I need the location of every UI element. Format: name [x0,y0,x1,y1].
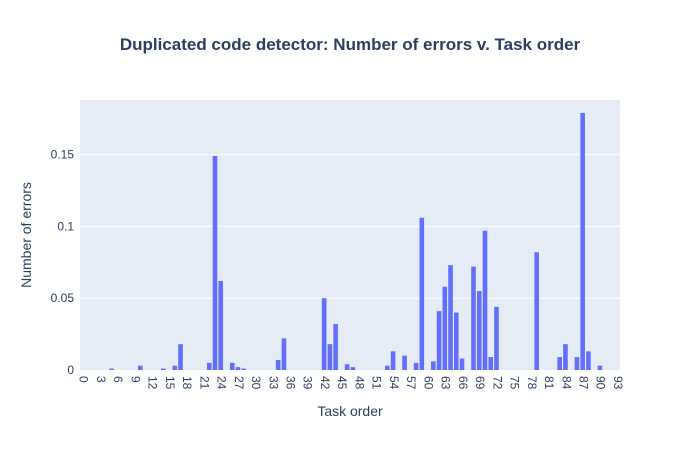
bar [557,357,562,370]
y-axis-title: Number of errors [18,182,34,288]
x-tick-label: 81 [542,376,556,390]
x-tick-label: 63 [439,376,453,390]
chart-title: Duplicated code detector: Number of erro… [120,35,581,54]
x-tick-label: 69 [473,376,487,390]
bar [574,357,580,370]
x-tick-label: 84 [559,376,573,390]
bar [241,368,247,370]
bar [442,286,448,370]
bar [459,358,465,370]
x-tick-label: 6 [111,376,125,383]
x-tick-label: 54 [387,376,401,390]
bar [488,357,494,370]
y-tick-label: 0.15 [51,148,75,162]
y-tick-label: 0.05 [51,291,75,305]
bar [453,312,459,370]
bar [431,361,436,370]
x-tick-label: 33 [266,376,280,390]
y-tick-label: 0 [67,363,74,377]
x-tick-label: 75 [508,376,522,390]
bar [390,351,396,370]
x-tick-label: 66 [456,376,470,390]
bars [109,112,603,370]
x-tick-label: 90 [594,376,608,390]
x-tick-label: 36 [284,376,298,390]
bar [563,344,568,370]
bar [494,306,499,370]
x-tick-label: 39 [301,376,315,390]
x-tick-label: 78 [525,376,539,390]
bar [580,112,585,370]
grid-lines [80,154,620,299]
x-tick-label: 87 [576,376,590,390]
x-tick-label: 3 [94,376,108,383]
bar [597,365,603,370]
bar [476,291,482,370]
y-axis-ticks: 0 0.05 0.1 0.15 [51,148,75,377]
x-axis-ticks: 0 3 6 9 12 15 18 21 24 27 30 33 36 39 42 45 48 51 54 57 60 63… [77,376,625,390]
x-tick-label: 27 [232,376,246,390]
bar [482,230,488,370]
bar [138,365,143,370]
bar [344,364,350,370]
bar [586,351,591,370]
bar [385,365,390,370]
x-tick-label: 60 [421,376,435,390]
bar [534,252,539,370]
x-tick-label: 72 [490,376,504,390]
x-tick-label: 93 [611,376,625,390]
x-tick-label: 0 [77,376,91,383]
x-tick-label: 12 [146,376,160,390]
x-tick-label: 15 [163,376,177,390]
x-tick-label: 57 [404,376,418,390]
bar [448,265,453,370]
bar [471,266,476,370]
bar [402,355,407,370]
bar [350,367,356,370]
bar [212,156,218,370]
x-tick-label: 45 [335,376,349,390]
bar [333,324,338,370]
x-tick-label: 9 [128,376,142,383]
bar [281,338,287,370]
bar [218,280,224,370]
x-tick-label: 30 [249,376,263,390]
bar [413,362,419,370]
bar [436,311,442,370]
x-tick-label: 24 [215,376,229,390]
x-tick-label: 51 [370,376,384,390]
bar [178,344,183,370]
bar [275,359,281,370]
x-axis-title: Task order [317,403,383,419]
y-tick-label: 0.1 [57,219,74,233]
plot-area [80,100,620,370]
x-tick-label: 42 [318,376,332,390]
x-tick-label: 48 [352,376,366,390]
bar [229,362,235,370]
x-tick-label: 21 [197,376,211,390]
bar [172,365,178,370]
bar [109,368,114,370]
bar [419,217,425,370]
x-tick-label: 18 [180,376,194,390]
bar [327,344,333,370]
bar [206,362,212,370]
bar [161,368,166,370]
bar [321,298,327,370]
bar [235,367,241,370]
